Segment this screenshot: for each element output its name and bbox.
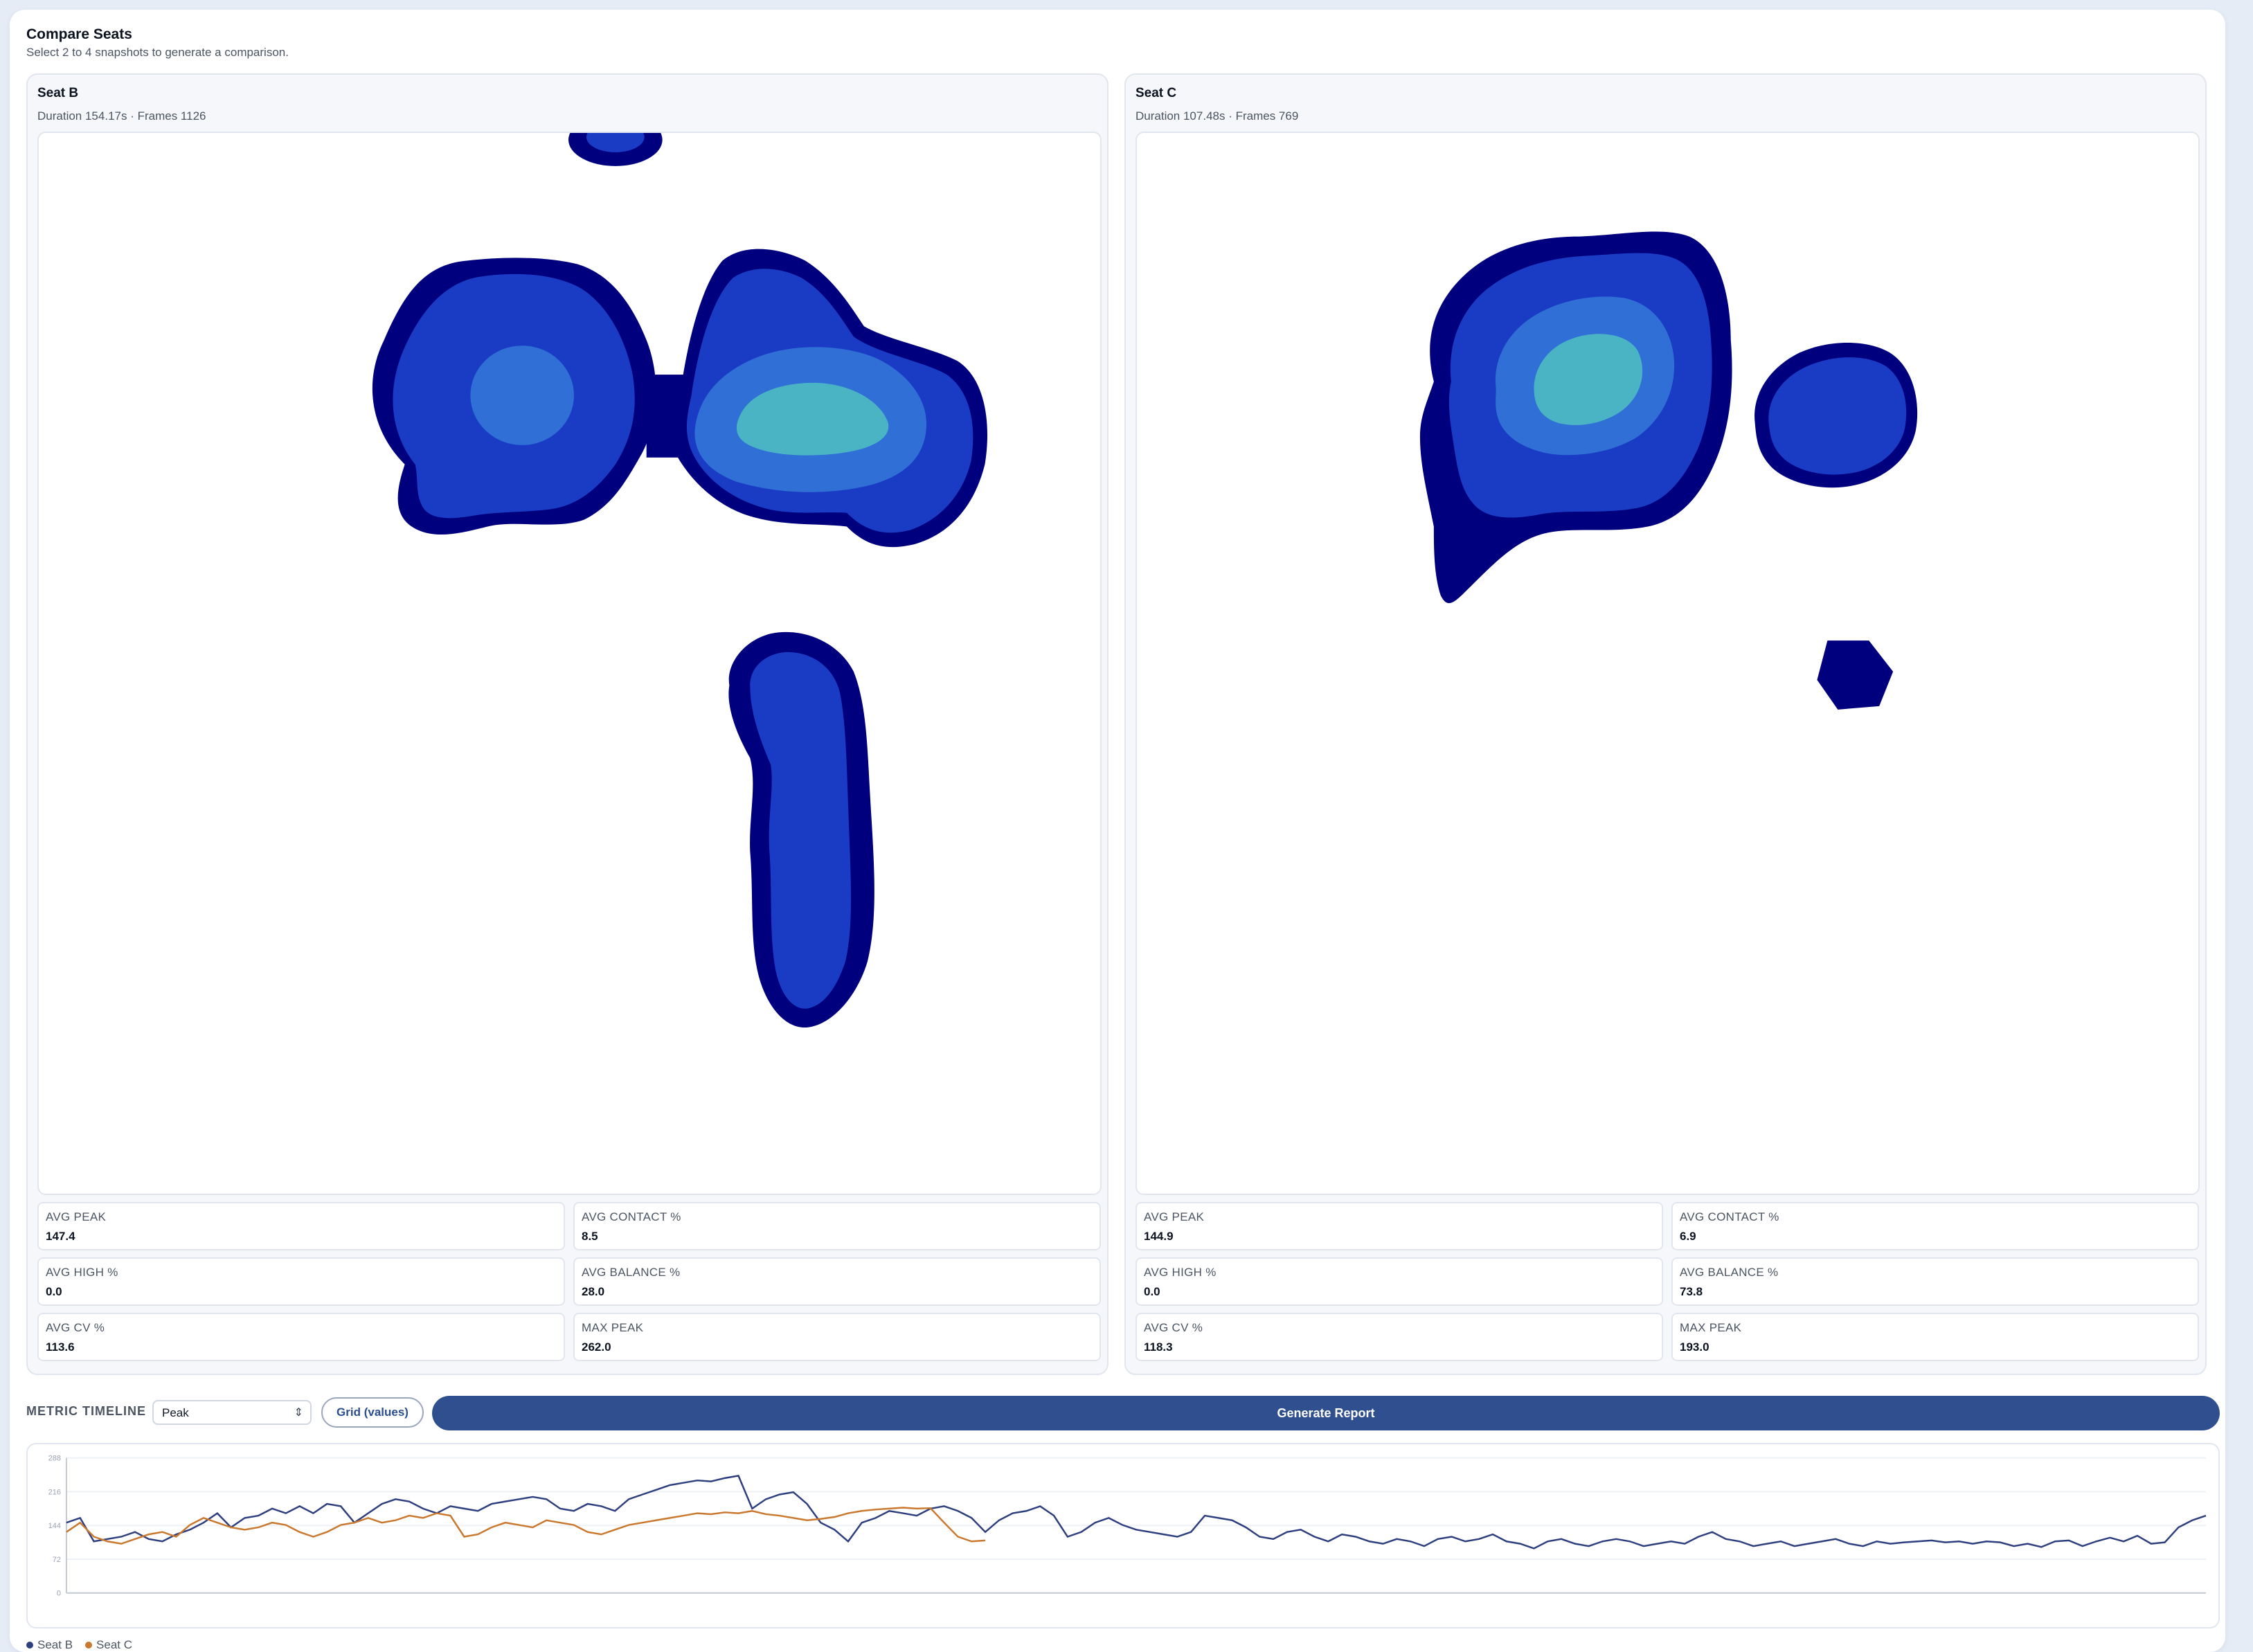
pressure-region (736, 382, 889, 456)
seat-panel-c[interactable]: Seat C Duration 107.48s · Frames 769 AVG… (1124, 73, 2207, 1375)
series-line-seat-b (66, 1475, 2207, 1550)
grid-values-button[interactable]: Grid (values) (321, 1397, 424, 1428)
metric-label: AVG CONTACT % (1680, 1210, 1779, 1223)
y-tick-label: 216 (48, 1488, 61, 1496)
seat-meta: Duration 154.17s · Frames 1126 (37, 109, 206, 123)
metric-value: 113.6 (46, 1340, 75, 1354)
metric-label: AVG CONTACT % (582, 1210, 681, 1223)
metric-value: 6.9 (1680, 1230, 1696, 1243)
chevron-updown-icon: ⇕ (294, 1407, 303, 1419)
legend-label: Seat C (96, 1638, 133, 1651)
metric-label: AVG BALANCE % (582, 1266, 681, 1279)
metric-label: MAX PEAK (1680, 1321, 1742, 1334)
chart-legend: Seat B Seat C (26, 1638, 132, 1652)
page-title: Compare Seats (26, 26, 132, 42)
metric-card: MAX PEAK 193.0 (1671, 1313, 2199, 1361)
metric-value: 193.0 (1680, 1340, 1709, 1354)
metric-label: AVG PEAK (1144, 1210, 1205, 1223)
metric-label: AVG HIGH % (1144, 1266, 1217, 1279)
metric-card: AVG HIGH % 0.0 (1136, 1257, 1663, 1306)
metric-label: MAX PEAK (582, 1321, 644, 1334)
legend-item: Seat C (85, 1638, 132, 1652)
metric-card: AVG PEAK 144.9 (1136, 1202, 1663, 1250)
metric-card: AVG CONTACT % 6.9 (1671, 1202, 2199, 1250)
metric-value: 28.0 (582, 1285, 605, 1298)
pressure-region (1768, 357, 1907, 475)
pressure-heatmap (1136, 132, 2200, 1195)
metric-card: AVG BALANCE % 73.8 (1671, 1257, 2199, 1306)
metric-value: 262.0 (582, 1340, 611, 1354)
metric-value: 144.9 (1144, 1230, 1174, 1243)
heatmap-svg (372, 133, 988, 1028)
y-tick-label: 144 (48, 1522, 61, 1530)
legend-label: Seat B (37, 1638, 73, 1651)
generate-report-button[interactable]: Generate Report (432, 1396, 2220, 1430)
heatmap-svg (1419, 231, 1918, 710)
metric-label: AVG CV % (1144, 1321, 1203, 1334)
metric-card: AVG CONTACT % 8.5 (573, 1202, 1101, 1250)
legend-dot (85, 1642, 93, 1649)
metric-timeline-label: METRIC TIMELINE (26, 1404, 146, 1418)
pressure-heatmap (37, 132, 1102, 1195)
metric-card: AVG CV % 118.3 (1136, 1313, 1663, 1361)
metric-card: MAX PEAK 262.0 (573, 1313, 1101, 1361)
pressure-region (1817, 640, 1894, 710)
seat-name: Seat C (1136, 86, 1177, 100)
compare-seats-card: Compare Seats Select 2 to 4 snapshots to… (10, 10, 2225, 1652)
y-tick-label: 72 (53, 1556, 61, 1564)
metric-select[interactable]: Peak ⇕ (152, 1400, 312, 1425)
metric-card: AVG HIGH % 0.0 (37, 1257, 565, 1306)
legend-dot (26, 1642, 33, 1649)
metric-label: AVG HIGH % (46, 1266, 118, 1279)
metric-value: 0.0 (46, 1285, 62, 1298)
seat-panel-b[interactable]: Seat B Duration 154.17s · Frames 1126 (26, 73, 1108, 1375)
metric-label: AVG CV % (46, 1321, 105, 1334)
metric-value: 8.5 (582, 1230, 598, 1243)
metric-value: 147.4 (46, 1230, 75, 1243)
metric-timeline-chart: 288 216 144 72 0 (26, 1443, 2220, 1628)
series-line-seat-c (66, 1507, 986, 1545)
timeline-svg: 288 216 144 72 0 (48, 1455, 2207, 1598)
metric-value: 118.3 (1144, 1340, 1173, 1354)
metric-card: AVG PEAK 147.4 (37, 1202, 565, 1250)
y-tick-label: 0 (57, 1590, 61, 1598)
pressure-region (470, 345, 574, 445)
metric-value: 73.8 (1680, 1285, 1703, 1298)
pressure-region (586, 133, 645, 152)
pressure-region (750, 652, 852, 1009)
metric-card: AVG CV % 113.6 (37, 1313, 565, 1361)
metric-value: 0.0 (1144, 1285, 1160, 1298)
legend-item: Seat B (26, 1638, 73, 1652)
metric-label: AVG BALANCE % (1680, 1266, 1779, 1279)
seat-meta: Duration 107.48s · Frames 769 (1136, 109, 1299, 123)
pressure-region (1534, 334, 1643, 425)
metric-card: AVG BALANCE % 28.0 (573, 1257, 1101, 1306)
metric-select-value: Peak (162, 1406, 189, 1419)
metric-label: AVG PEAK (46, 1210, 107, 1223)
y-tick-label: 288 (48, 1455, 61, 1463)
page-subtitle: Select 2 to 4 snapshots to generate a co… (26, 46, 289, 59)
seat-name: Seat B (37, 86, 79, 100)
